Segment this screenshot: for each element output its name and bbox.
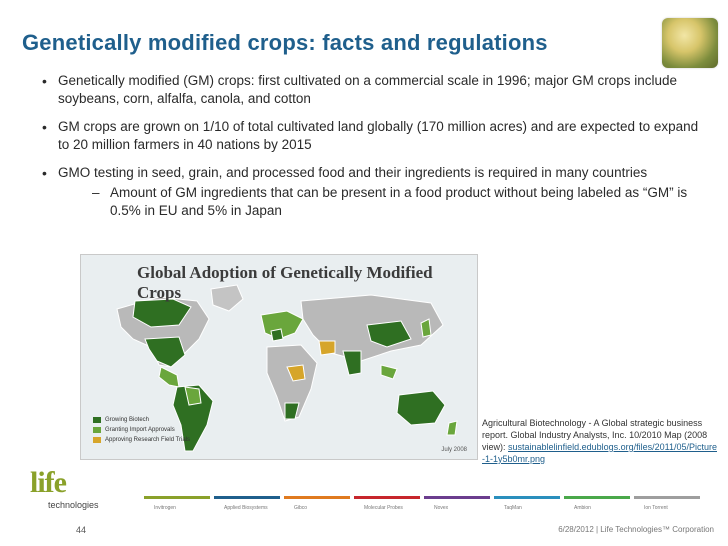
legend-item: Growing Biotech	[93, 415, 190, 425]
map-title: Global Adoption of Genetically Modified …	[137, 263, 433, 302]
logo-wordmark: life	[30, 466, 67, 499]
bullet-text: GMO testing in seed, grain, and processe…	[58, 165, 648, 180]
legend-swatch	[93, 437, 101, 443]
brand-bar	[284, 496, 350, 499]
source-link[interactable]: sustainablelinfield.edublogs.org/files/2…	[482, 442, 717, 464]
company-logo: life technologies	[22, 466, 126, 516]
wheat-photo-thumbnail	[662, 18, 718, 68]
brand-bar	[494, 496, 560, 499]
caption-text: Agricultural Biotechnology - A Global st…	[482, 418, 708, 452]
legend-label: Granting Import Approvals	[105, 427, 175, 433]
legend-swatch	[93, 417, 101, 423]
brand-label: Gibco	[294, 505, 308, 511]
world-map-graphic	[81, 255, 477, 459]
legend-label: Approving Research Field Trials	[105, 437, 191, 443]
sub-bullet-item: Amount of GM ingredients that can be pre…	[58, 184, 706, 220]
brand-bar	[354, 496, 420, 499]
brand-label: TaqMan	[504, 505, 522, 511]
brand-bar	[634, 496, 700, 499]
legend-swatch	[93, 427, 101, 433]
legend-label: Growing Biotech	[105, 417, 150, 423]
brand-strip: Invitrogen Applied Biosystems Gibco Mole…	[144, 474, 718, 511]
bullet-item: GM crops are grown on 1/10 of total cult…	[36, 118, 706, 154]
page-number: 44	[76, 525, 87, 535]
bullet-item: GMO testing in seed, grain, and processe…	[36, 164, 706, 220]
brand-label: Ion Torrent	[644, 505, 668, 511]
bullet-list: Genetically modified (GM) crops: first c…	[36, 72, 706, 230]
logo-subtitle: technologies	[48, 500, 99, 510]
brand-bar	[214, 496, 280, 499]
map-legend: Growing Biotech Granting Import Approval…	[93, 415, 190, 445]
footer-text: 6/28/2012 | Life Technologies™ Corporati…	[558, 525, 714, 534]
brand-label: Molecular Probes	[364, 505, 403, 511]
map-date: July 2008	[441, 447, 467, 453]
brand-bar	[564, 496, 630, 499]
brand-label: Novex	[434, 505, 449, 511]
legend-item: Approving Research Field Trials	[93, 435, 190, 445]
brand-label: Invitrogen	[154, 505, 176, 511]
world-map-image: Global Adoption of Genetically Modified …	[80, 254, 478, 460]
slide-title: Genetically modified crops: facts and re…	[22, 30, 548, 55]
brand-label: Ambion	[574, 505, 591, 511]
brand-bar	[424, 496, 490, 499]
bullet-item: Genetically modified (GM) crops: first c…	[36, 72, 706, 108]
brand-label: Applied Biosystems	[224, 505, 268, 511]
brand-bar	[144, 496, 210, 499]
image-caption: Agricultural Biotechnology - A Global st…	[482, 417, 718, 465]
legend-item: Granting Import Approvals	[93, 425, 190, 435]
